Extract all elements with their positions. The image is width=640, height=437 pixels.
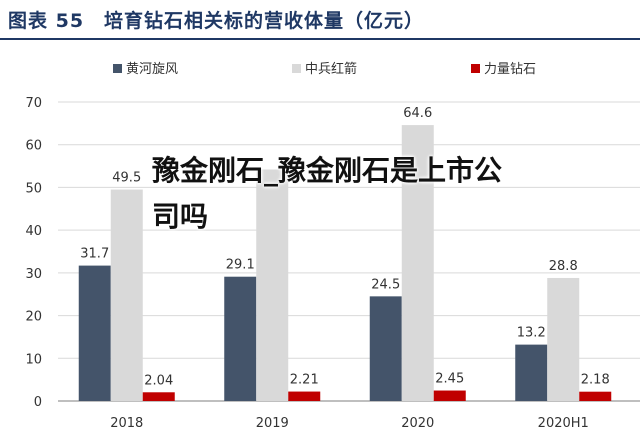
legend-swatch bbox=[113, 64, 122, 73]
legend-label: 黄河旋风 bbox=[126, 62, 178, 77]
data-label: 13.2 bbox=[517, 326, 546, 341]
y-tick-label: 20 bbox=[25, 310, 42, 325]
y-tick-label: 40 bbox=[25, 224, 42, 239]
legend-label: 中兵红箭 bbox=[305, 61, 357, 77]
data-label: 28.8 bbox=[549, 259, 578, 274]
bar-1-2020H1 bbox=[515, 344, 548, 401]
bar-2-2019 bbox=[256, 169, 289, 401]
watermark-overlay-text: 豫金刚石_豫金刚石是上市公司吗 bbox=[152, 154, 503, 233]
data-label: 24.5 bbox=[371, 277, 400, 292]
y-tick-label: 0 bbox=[34, 395, 42, 410]
bar-2-2020H1 bbox=[547, 277, 580, 401]
bar-3-2018 bbox=[142, 392, 175, 401]
bar-2-2018 bbox=[110, 189, 143, 401]
data-label: 2.45 bbox=[435, 372, 464, 387]
bar-3-2020 bbox=[433, 390, 466, 401]
x-tick-label: 2020H1 bbox=[538, 416, 589, 431]
data-label: 2.04 bbox=[144, 373, 173, 388]
data-label: 2.18 bbox=[581, 373, 610, 388]
data-label: 31.7 bbox=[80, 247, 109, 262]
bar-3-2019 bbox=[288, 391, 321, 401]
y-tick-label: 30 bbox=[25, 267, 42, 282]
bar-1-2020 bbox=[369, 296, 402, 401]
y-tick-label: 60 bbox=[25, 139, 42, 154]
x-tick-label: 2019 bbox=[256, 416, 289, 431]
figure-title: 图表 55 培育钻石相关标的营收体量（亿元） bbox=[8, 10, 425, 32]
legend-swatch bbox=[292, 64, 301, 73]
title-rule bbox=[0, 38, 640, 40]
bar-3-2020H1 bbox=[579, 391, 612, 401]
data-label: 64.6 bbox=[403, 106, 432, 121]
y-tick-label: 50 bbox=[25, 181, 42, 196]
legend-swatch bbox=[471, 64, 480, 73]
data-label: 2.21 bbox=[290, 373, 319, 388]
bar-1-2018 bbox=[78, 265, 111, 401]
bar-1-2019 bbox=[224, 276, 257, 401]
y-tick-label: 70 bbox=[25, 96, 42, 111]
x-tick-label: 2020 bbox=[401, 416, 434, 431]
data-label: 29.1 bbox=[226, 258, 255, 273]
bar-2-2020 bbox=[401, 125, 434, 402]
legend-label: 力量钻石 bbox=[484, 62, 536, 77]
y-tick-label: 10 bbox=[25, 352, 42, 367]
x-tick-label: 2018 bbox=[110, 416, 143, 431]
data-label: 49.5 bbox=[112, 171, 141, 186]
